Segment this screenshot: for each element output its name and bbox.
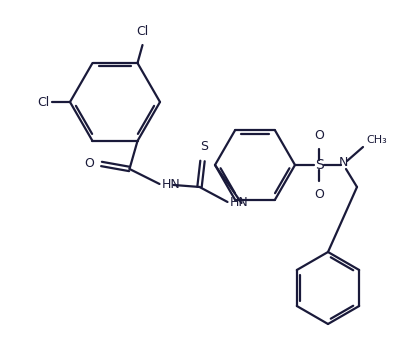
Text: CH₃: CH₃: [366, 135, 387, 145]
Text: O: O: [314, 129, 324, 142]
Text: Cl: Cl: [38, 96, 50, 108]
Text: S: S: [315, 158, 323, 172]
Text: Cl: Cl: [136, 25, 149, 38]
Text: N: N: [338, 156, 348, 169]
Text: HN: HN: [230, 196, 248, 209]
Text: S: S: [200, 140, 209, 153]
Text: O: O: [314, 188, 324, 201]
Text: HN: HN: [162, 178, 180, 191]
Text: O: O: [84, 158, 94, 170]
